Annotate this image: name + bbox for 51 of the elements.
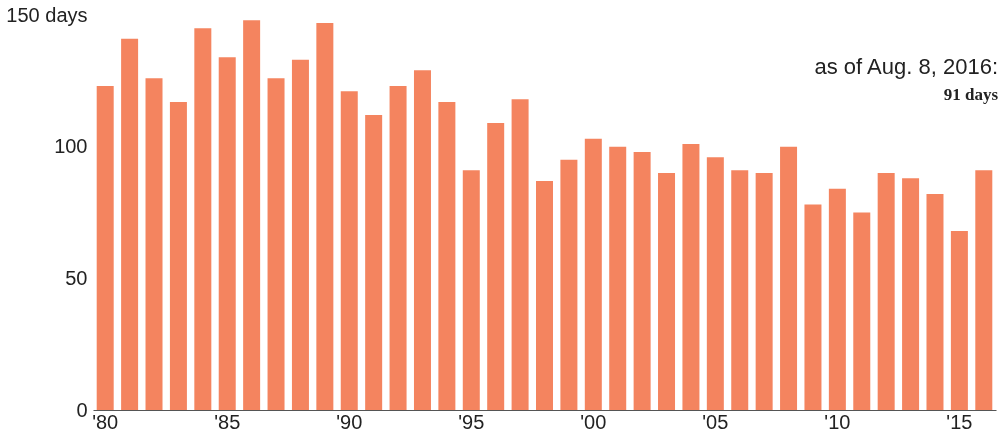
bar xyxy=(828,188,846,410)
bar xyxy=(291,59,309,410)
bar xyxy=(413,70,431,410)
bar xyxy=(780,146,798,410)
bar xyxy=(121,38,139,410)
x-tick-label: '80 xyxy=(92,410,119,433)
bar xyxy=(267,78,285,410)
y-tick-label: 100 xyxy=(54,135,88,158)
x-tick-label: '95 xyxy=(458,410,485,433)
bar xyxy=(853,212,871,410)
bar xyxy=(682,144,700,410)
bar xyxy=(804,204,822,410)
bar xyxy=(950,230,968,410)
y-tick-label: 150 days xyxy=(6,3,88,26)
x-tick-label: '15 xyxy=(946,410,973,433)
bar xyxy=(658,173,676,410)
bar xyxy=(243,20,261,410)
bar xyxy=(194,28,212,410)
bar xyxy=(169,101,187,410)
bar xyxy=(218,57,236,410)
bar xyxy=(633,151,651,410)
bar xyxy=(560,159,578,410)
bar xyxy=(145,78,163,410)
annotation: 91 days xyxy=(943,85,999,104)
bar xyxy=(316,22,334,410)
bar xyxy=(96,86,114,410)
bar xyxy=(365,115,383,410)
bar xyxy=(755,173,773,410)
x-tick-label: '85 xyxy=(214,410,241,433)
y-tick-label: 50 xyxy=(65,266,88,289)
bar xyxy=(706,157,724,410)
x-tick-label: '00 xyxy=(580,410,607,433)
x-tick-label: '05 xyxy=(702,410,729,433)
bar xyxy=(389,86,407,410)
x-tick-label: '90 xyxy=(336,410,363,433)
annotation: as of Aug. 8, 2016: xyxy=(814,54,998,79)
x-tick-label: '10 xyxy=(824,410,851,433)
bar xyxy=(487,122,505,410)
bar xyxy=(731,170,749,410)
bar xyxy=(536,180,553,410)
bar xyxy=(975,170,993,410)
bar xyxy=(926,194,944,410)
bar xyxy=(438,101,456,410)
bar xyxy=(877,173,895,410)
bar xyxy=(340,91,358,410)
bar xyxy=(902,178,920,410)
bar xyxy=(462,170,480,410)
bar xyxy=(584,138,602,410)
bar xyxy=(511,99,529,410)
y-tick-label: 0 xyxy=(76,398,88,421)
bar xyxy=(609,146,627,410)
